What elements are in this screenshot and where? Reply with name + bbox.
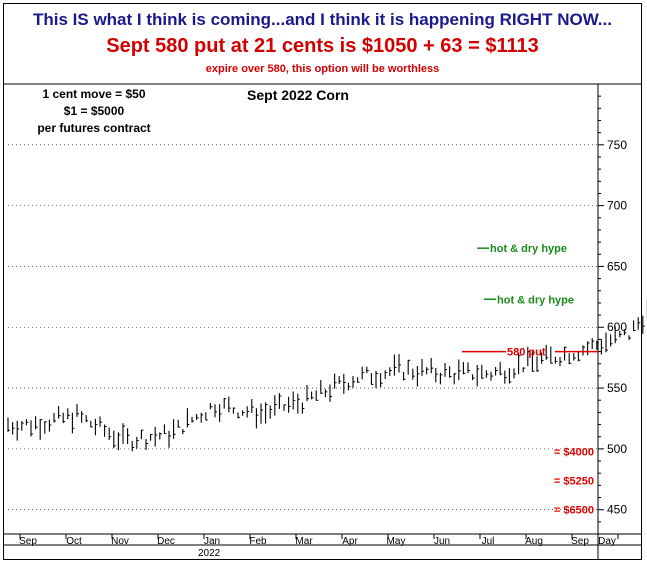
y-tick-label: 650 xyxy=(607,259,627,273)
x-tick-label: Jan xyxy=(204,536,220,547)
y-tick-label: 500 xyxy=(607,442,627,456)
x-tick-label: Feb xyxy=(249,536,267,547)
annotation-4000: = $4000 xyxy=(554,446,594,458)
x-tick-label: Oct xyxy=(66,536,82,547)
annotation-hot-dry-1: hot & dry hype xyxy=(490,243,567,255)
expiry-note: expire over 580, this option will be wor… xyxy=(205,63,440,75)
x-tick-label: Apr xyxy=(342,536,358,547)
annotation-6500: = $6500 xyxy=(554,505,594,517)
year-label: 2022 xyxy=(198,548,221,559)
x-tick-label: Day xyxy=(598,536,616,547)
annotation-580-put: 580 put xyxy=(507,347,546,359)
x-tick-label: Jul xyxy=(482,536,495,547)
x-tick-label: Mar xyxy=(295,536,313,547)
x-tick-label: Aug xyxy=(525,536,543,547)
put-cost-line: Sept 580 put at 21 cents is $1050 + 63 =… xyxy=(106,35,539,57)
y-tick-label: 450 xyxy=(607,503,627,517)
headline: This IS what I think is coming...and I t… xyxy=(33,10,612,29)
x-tick-label: Sep xyxy=(571,536,589,547)
chart-frame xyxy=(3,3,642,560)
x-tick-label: Dec xyxy=(157,536,175,547)
annotation-5250: = $5250 xyxy=(554,475,594,487)
y-tick-label: 550 xyxy=(607,381,627,395)
y-tick-label: 600 xyxy=(607,320,627,334)
y-tick-label: 750 xyxy=(607,138,627,152)
x-tick-label: Jun xyxy=(434,536,450,547)
note-line-3: per futures contract xyxy=(37,121,150,135)
header: This IS what I think is coming...and I t… xyxy=(3,3,642,83)
note-line-2: $1 = $5000 xyxy=(64,104,125,118)
x-tick-label: May xyxy=(387,536,406,547)
x-tick-label: Sep xyxy=(19,536,37,547)
annotation-hot-dry-2: hot & dry hype xyxy=(497,294,574,306)
y-tick-label: 700 xyxy=(607,199,627,213)
note-line-1: 1 cent move = $50 xyxy=(42,87,145,101)
chart-title: Sept 2022 Corn xyxy=(247,87,349,103)
x-tick-label: Nov xyxy=(111,536,129,547)
